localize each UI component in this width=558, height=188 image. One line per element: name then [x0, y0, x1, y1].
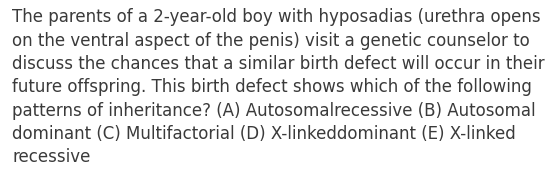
Text: The parents of a 2-year-old boy with hyposadias (urethra opens
on the ventral as: The parents of a 2-year-old boy with hyp…	[12, 8, 545, 166]
